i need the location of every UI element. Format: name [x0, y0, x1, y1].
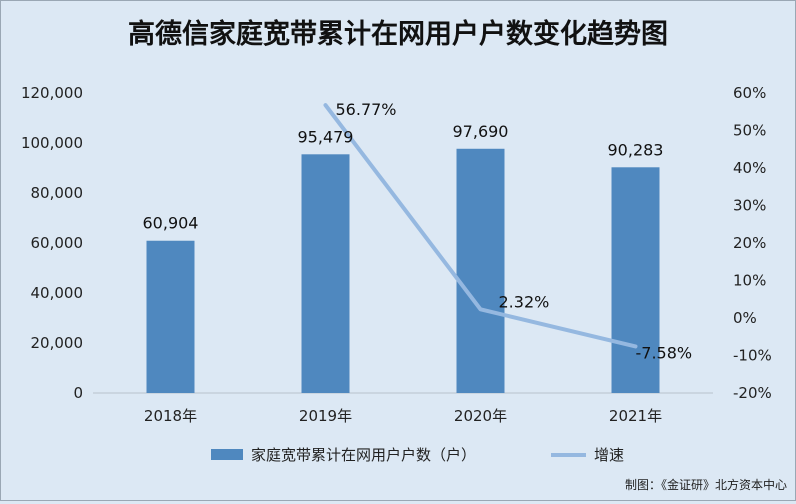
left-axis: 0 20,000 40,000 60,000 80,000 100,000 120,000 — [21, 84, 83, 402]
chart-title: 高德信家庭宽带累计在网用户户数变化趋势图 — [128, 18, 668, 50]
left-tick-label: 100,000 — [21, 134, 83, 152]
bar-value-label: 60,904 — [143, 214, 199, 233]
legend-bar-swatch — [211, 449, 243, 460]
growth-value-label: -7.58% — [636, 343, 693, 362]
bar-series — [146, 148, 660, 393]
right-axis: -20% -10% 0% 10% 20% 30% 40% 50% 60% — [733, 84, 772, 402]
left-tick-label: 120,000 — [21, 84, 83, 102]
right-tick-label: 10% — [733, 272, 766, 290]
x-axis: 2018年 2019年 2020年 2021年 — [144, 407, 662, 425]
right-tick-label: 30% — [733, 197, 766, 215]
left-tick-label: 60,000 — [31, 234, 84, 252]
line-series — [323, 103, 638, 349]
x-tick-label: 2019年 — [299, 407, 352, 425]
right-tick-label: 0% — [733, 309, 757, 327]
x-tick-label: 2020年 — [454, 407, 507, 425]
left-tick-label: 20,000 — [31, 334, 84, 352]
line-data-labels: 56.77% 2.32% -7.58% — [336, 100, 693, 362]
legend: 家庭宽带累计在网用户户数（户） 增速 — [211, 446, 624, 464]
bar-data-labels: 60,904 95,479 97,690 90,283 — [143, 122, 664, 233]
bar-value-label: 90,283 — [608, 140, 664, 159]
left-tick-label: 0 — [73, 384, 83, 402]
legend-bar-label: 家庭宽带累计在网用户户数（户） — [251, 446, 476, 464]
bar-value-label: 97,690 — [453, 122, 509, 141]
right-tick-label: -20% — [733, 384, 772, 402]
left-tick-label: 40,000 — [31, 284, 84, 302]
growth-value-label: 56.77% — [336, 100, 397, 119]
x-tick-label: 2018年 — [144, 407, 197, 425]
bar — [456, 148, 505, 393]
x-tick-label: 2021年 — [609, 407, 662, 425]
right-tick-label: 50% — [733, 122, 766, 140]
growth-value-label: 2.32% — [499, 292, 550, 311]
bar-value-label: 95,479 — [298, 127, 354, 146]
source-note: 制图：《金证研》北方资本中心 — [625, 477, 787, 492]
growth-line — [323, 103, 638, 349]
left-tick-label: 80,000 — [31, 184, 84, 202]
legend-line-label: 增速 — [594, 446, 624, 464]
right-tick-label: 20% — [733, 234, 766, 252]
right-tick-label: 60% — [733, 84, 766, 102]
right-tick-label: -10% — [733, 347, 772, 365]
bar — [146, 240, 195, 393]
bar — [301, 154, 350, 393]
right-tick-label: 40% — [733, 159, 766, 177]
bar — [611, 167, 660, 393]
